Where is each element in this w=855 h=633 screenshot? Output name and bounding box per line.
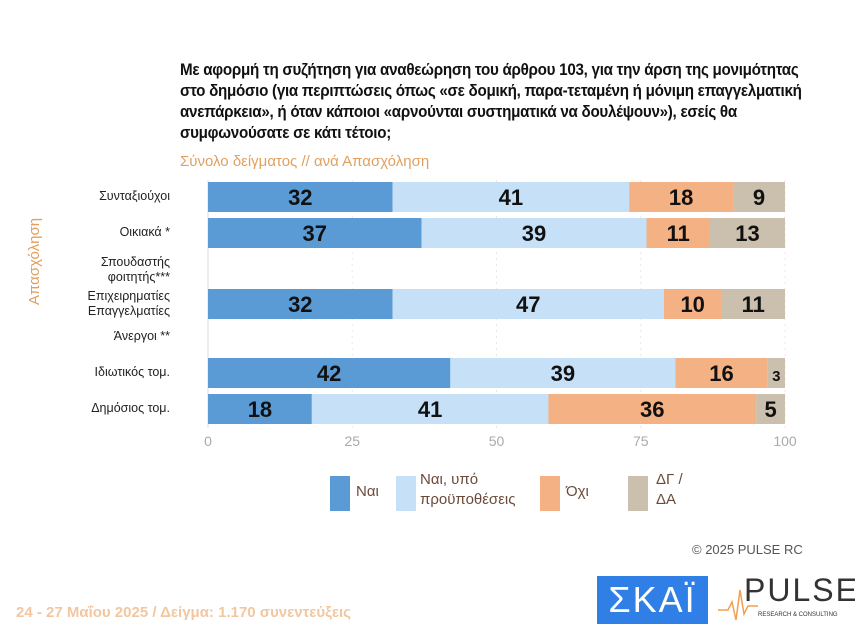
category-label: Οικιακά *: [119, 225, 170, 239]
category-label: Άνεργοι **: [113, 329, 170, 343]
data-label: 37: [303, 221, 327, 246]
data-label: 47: [516, 292, 540, 317]
legend-label: Όχι: [566, 483, 589, 500]
chart-title: Με αφορμή τη συζήτηση για αναθεώρηση του…: [180, 61, 802, 142]
bar-segment: [756, 394, 785, 424]
x-tick-label: 75: [633, 433, 649, 449]
bar-segment: [208, 182, 393, 212]
bar-segment: [663, 289, 722, 319]
bar-segment: [629, 182, 734, 212]
category-label: Επιχειρηματίες Επαγγελματίες: [87, 289, 170, 318]
data-label: 13: [735, 221, 759, 246]
data-label: 41: [499, 185, 523, 210]
category-label: Δημόσιος τομ.: [91, 401, 170, 415]
bar-segment: [675, 358, 768, 388]
data-label: 5: [764, 397, 776, 422]
data-label: 18: [669, 185, 693, 210]
skai-logo: ΣΚΑΪ: [597, 576, 708, 624]
data-label: 3: [772, 368, 780, 385]
bar-segment: [646, 218, 710, 248]
chart-subtitle: Σύνολο δείγματος // ανά Απασχόληση: [180, 153, 430, 170]
bar-segment: [709, 218, 785, 248]
bar-segment: [733, 182, 785, 212]
bar-segment: [767, 358, 785, 388]
data-label: 16: [709, 361, 733, 386]
bar-segment: [548, 394, 757, 424]
data-label: 18: [248, 397, 272, 422]
legend-label: ΔΓ / ΔΑ: [656, 471, 683, 508]
x-tick-label: 100: [773, 433, 797, 449]
data-label: 32: [288, 292, 312, 317]
bar-segment: [450, 358, 676, 388]
legend-swatch: [330, 476, 350, 511]
x-tick-label: 25: [344, 433, 360, 449]
category-label: Ιδιωτικός τομ.: [94, 365, 170, 379]
plot-area: 0 25 50 75 100 32 41 18 9 37 39 11 13 32 47 10 11 42 39 16 3…: [204, 180, 797, 449]
legend-swatch: [396, 476, 416, 511]
legend-label: Ναι: [356, 483, 379, 500]
data-label: 36: [640, 397, 664, 422]
bar-segment: [208, 358, 451, 388]
data-label: 42: [317, 361, 341, 386]
data-label: 41: [418, 397, 442, 422]
category-label: Σπουδαστής φοιτητής***: [100, 255, 170, 284]
bar-segment: [392, 182, 630, 212]
data-label: 11: [742, 292, 765, 317]
pulse-logo: PULSE RESEARCH & CONSULTING: [718, 572, 855, 624]
data-label: 10: [680, 292, 704, 317]
bar-segment: [421, 218, 647, 248]
data-label: 32: [288, 185, 312, 210]
bar-segment: [721, 289, 785, 319]
category-label: Συνταξιούχοι: [99, 189, 170, 203]
data-label: 39: [551, 361, 575, 386]
bar-segment: [208, 289, 393, 319]
bar-segment: [392, 289, 664, 319]
copyright: © 2025 PULSE RC: [692, 542, 803, 557]
footer-note: 24 - 27 Μαΐου 2025 / Δείγμα: 1.170 συνεν…: [16, 604, 351, 621]
legend-swatch: [540, 476, 560, 511]
bar-segment: [311, 394, 549, 424]
x-tick-label: 50: [489, 433, 505, 449]
bar-segment: [208, 394, 312, 424]
x-tick-label: 0: [204, 433, 212, 449]
data-label: 9: [753, 185, 765, 210]
legend-label: Ναι, υπό προϋποθέσεις: [420, 471, 516, 508]
data-label: 39: [522, 221, 546, 246]
bar-segment: [208, 218, 422, 248]
data-label: 11: [667, 221, 690, 246]
legend-swatch: [628, 476, 648, 511]
